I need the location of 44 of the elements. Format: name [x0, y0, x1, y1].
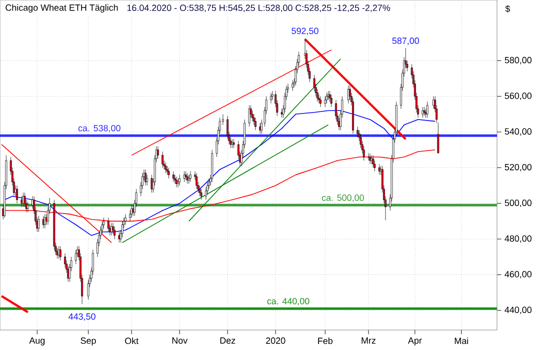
annotation: 443,50 [68, 313, 96, 321]
x-tick-label: Apr [408, 337, 422, 346]
x-tick-label: Dez [220, 337, 236, 344]
candlestick [183, 171, 186, 182]
candlestick [423, 106, 426, 116]
candlestick [248, 105, 250, 127]
candlestick [232, 138, 235, 148]
candlestick [437, 122, 440, 154]
candlestick [320, 96, 322, 108]
candlestick [200, 188, 202, 200]
x-tick-label: Aug [29, 337, 45, 346]
annotation: 587,00 [392, 38, 420, 45]
y-tick-label: 580,00 [504, 56, 532, 64]
y-tick-label: 560,00 [504, 92, 532, 100]
candlestick [368, 153, 370, 161]
x-tick-label: Nov [172, 337, 188, 344]
chart-title: Chicago Wheat ETH Täglich [6, 4, 118, 13]
x-tick-label: Okt [125, 337, 139, 344]
y-axis-title: $ [505, 5, 510, 12]
y-tick-label: 460,00 [504, 270, 532, 278]
y-tick-label: 500,00 [504, 200, 532, 208]
ref-line-label: ca. 500,00 [322, 194, 364, 202]
candlestick [178, 174, 181, 186]
ref-line-label: ca. 538,00 [78, 124, 120, 132]
x-tick-label: Sep [80, 337, 96, 346]
candlestick [198, 185, 201, 196]
chart-subtitle: 16.04.2020 - O:538,75 H:545,25 L:528,00 C:528,25 -12,25 -2,27% [127, 4, 390, 12]
y-tick-label: 540,00 [504, 128, 532, 136]
y-tick-label: 480,00 [504, 235, 532, 243]
x-tick-label: Mai [454, 337, 468, 344]
x-tick-label: 2020 [266, 337, 286, 344]
candlestick [272, 90, 274, 100]
y-tick-label: 440,00 [504, 306, 532, 314]
candlestick [114, 226, 116, 240]
y-tick-label: 520,00 [504, 164, 532, 172]
candlestick [74, 250, 77, 264]
x-tick-label: Mrz [362, 337, 376, 344]
candlestick [176, 176, 178, 188]
candlestick [270, 92, 272, 104]
annotation: 592,50 [292, 28, 318, 36]
candlestick [107, 217, 110, 232]
ref-line-label: ca. 440,00 [267, 298, 310, 306]
x-tick-label: Feb [318, 337, 332, 344]
candlestick [327, 90, 330, 100]
